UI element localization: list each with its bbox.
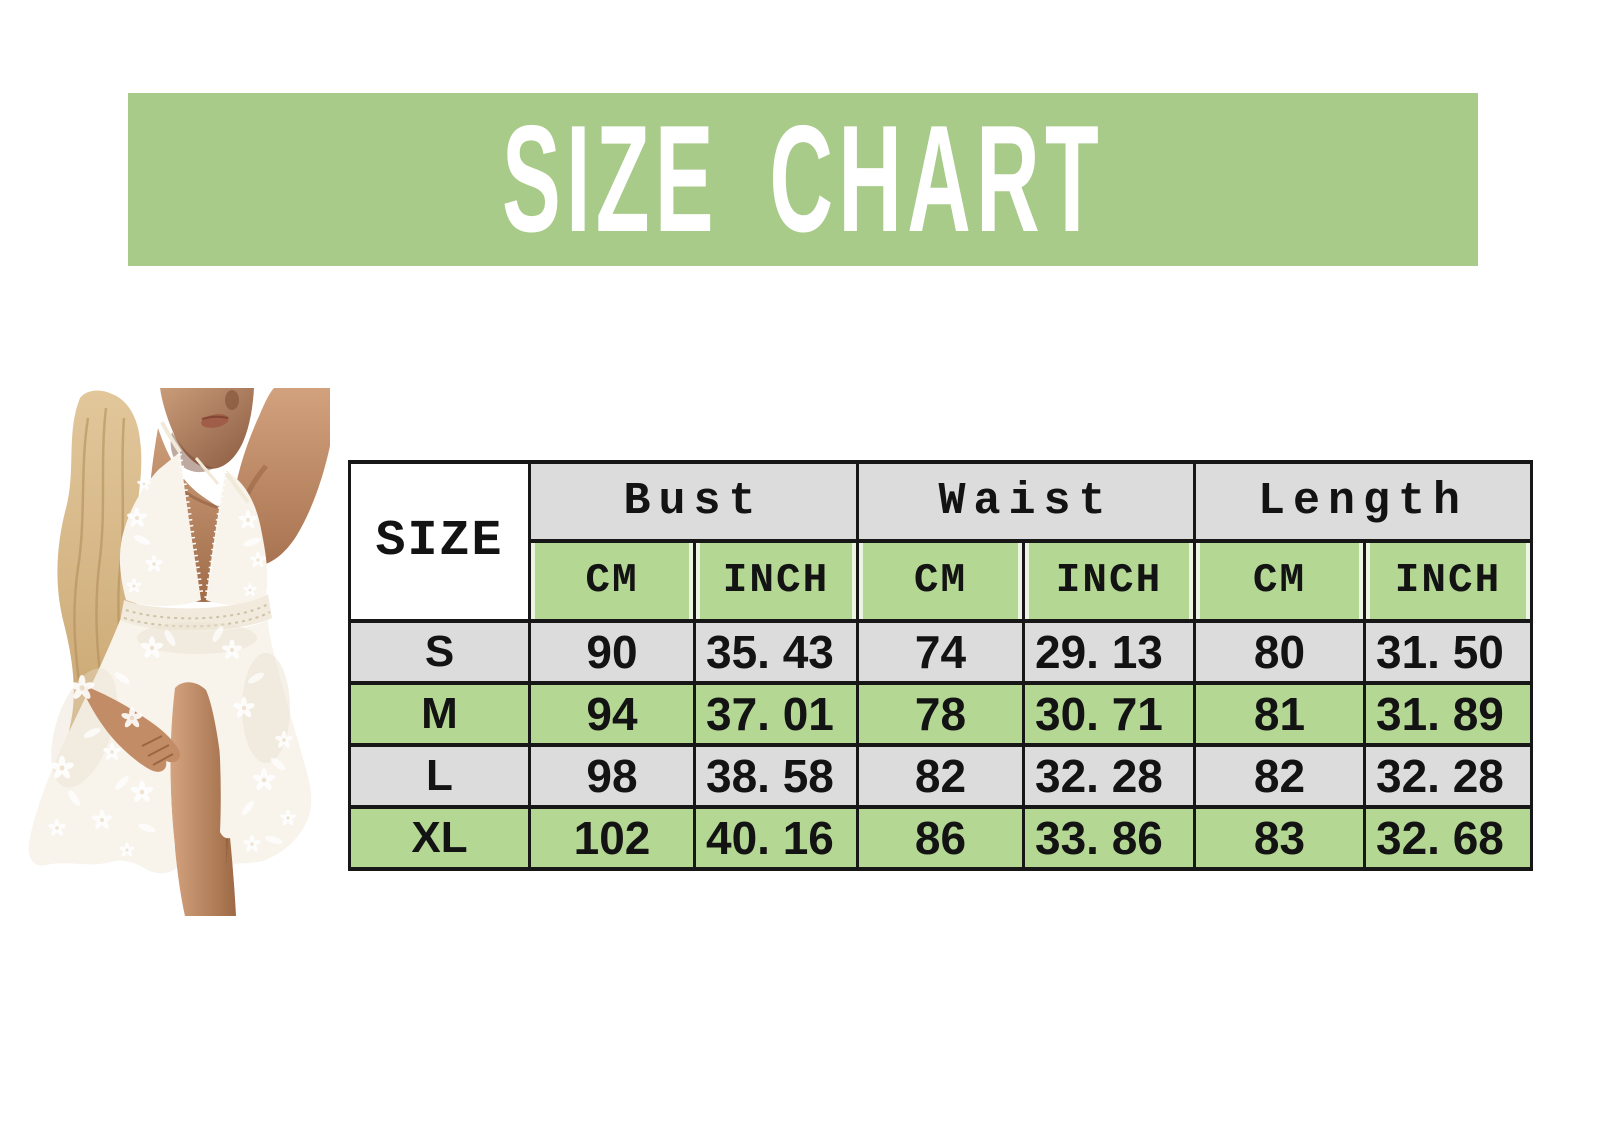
table-row-l: L 98 38. 58 82 32. 28 82 32. 28 [348,743,1533,809]
table-row-m: M 94 37. 01 78 30. 71 81 31. 89 [348,681,1533,747]
group-header-length: Length [1193,460,1533,543]
length-inch-value: 32. 68 [1363,805,1533,871]
unit-header-waist-cm: CM [856,539,1025,623]
banner: SIZE CHART [128,93,1478,266]
length-inch-value: 32. 28 [1363,743,1533,809]
dress-model-illustration [28,388,330,916]
waist-inch-value: 33. 86 [1022,805,1196,871]
length-cm-value: 83 [1193,805,1366,871]
length-cm-value: 82 [1193,743,1366,809]
waist-cm-value: 82 [856,743,1025,809]
bust-inch-value: 37. 01 [693,681,859,747]
unit-header-bust-cm: CM [528,539,696,623]
bust-inch-value: 38. 58 [693,743,859,809]
waist-cm-value: 74 [856,619,1025,685]
unit-header-bust-inch: INCH [693,539,859,623]
size-label: M [348,681,531,747]
waist-cm-value: 86 [856,805,1025,871]
size-corner-header: SIZE [348,460,531,623]
table-row-s: S 90 35. 43 74 29. 13 80 31. 50 [348,619,1533,685]
length-cm-value: 81 [1193,681,1366,747]
page-title: SIZE CHART [501,94,1105,264]
length-inch-value: 31. 89 [1363,681,1533,747]
bust-inch-value: 35. 43 [693,619,859,685]
bust-inch-value: 40. 16 [693,805,859,871]
product-photo [22,388,330,916]
waist-inch-value: 32. 28 [1022,743,1196,809]
waist-inch-value: 29. 13 [1022,619,1196,685]
length-cm-value: 80 [1193,619,1366,685]
waist-inch-value: 30. 71 [1022,681,1196,747]
waist-cm-value: 78 [856,681,1025,747]
group-header-bust: Bust [528,460,859,543]
unit-header-waist-inch: INCH [1022,539,1196,623]
bust-cm-value: 98 [528,743,696,809]
unit-header-length-cm: CM [1193,539,1366,623]
bust-cm-value: 94 [528,681,696,747]
bust-cm-value: 90 [528,619,696,685]
length-inch-value: 31. 50 [1363,619,1533,685]
table-row-xl: XL 102 40. 16 86 33. 86 83 32. 68 [348,805,1533,871]
size-table: SIZE Bust Waist Length CM INCH CM INCH C… [348,460,1533,871]
size-label: XL [348,805,531,871]
unit-header-length-inch: INCH [1363,539,1533,623]
size-label: S [348,619,531,685]
group-header-waist: Waist [856,460,1196,543]
bust-cm-value: 102 [528,805,696,871]
size-label: L [348,743,531,809]
